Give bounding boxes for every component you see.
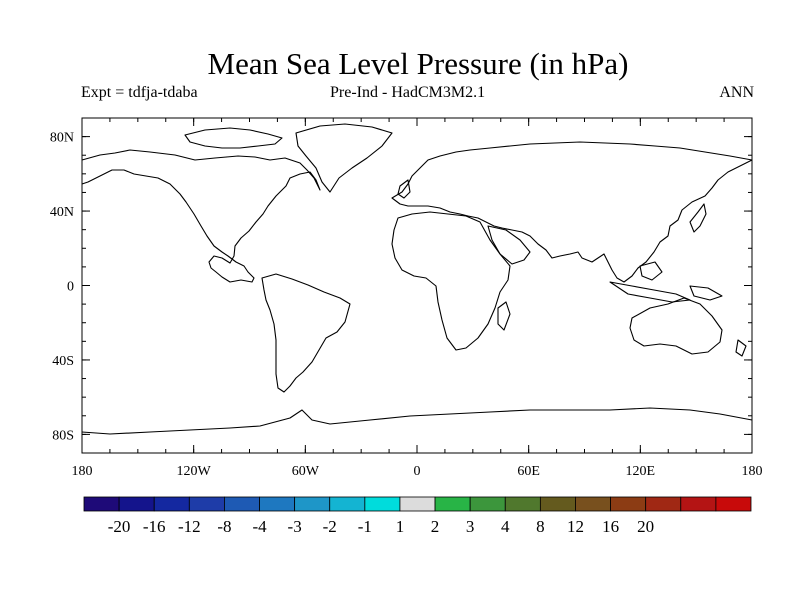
lat-tick-label: 40S — [52, 354, 74, 369]
coast-borneo — [639, 261, 663, 281]
colorbar-swatch — [224, 496, 260, 512]
colorbar-swatch — [83, 496, 120, 512]
colorbar-label: 16 — [602, 517, 619, 536]
colorbar-label: -2 — [323, 517, 337, 536]
colorbar-swatch — [259, 496, 296, 512]
map-frame — [81, 117, 753, 454]
colorbar-swatch — [294, 496, 331, 512]
colorbar-label: -20 — [108, 517, 131, 536]
axis-ticks: 80N 40N 0 40S 80S 180 120W 60W 0 60E 120E 180 — [50, 117, 763, 479]
colorbar-swatch — [504, 496, 541, 512]
colorbar-swatch — [680, 496, 717, 512]
colorbar-swatch — [715, 496, 752, 512]
coast-new-zealand — [735, 339, 747, 357]
coast-japan — [689, 203, 707, 233]
lon-tick-label: 60E — [517, 464, 540, 479]
colorbar-swatch — [118, 496, 155, 512]
coast-new-guinea — [689, 285, 723, 301]
colorbar-label: 8 — [536, 517, 545, 536]
colorbar-label: 3 — [466, 517, 475, 536]
colorbar-swatch — [329, 496, 366, 512]
season-label: ANN — [719, 84, 754, 101]
lon-tick-label: 60W — [292, 464, 320, 479]
coast-south-america — [261, 273, 351, 393]
colorbar-swatch — [153, 496, 190, 512]
colorbar-swatch — [645, 496, 682, 512]
lon-tick-label: 180 — [72, 464, 93, 479]
coast-north-america — [81, 149, 321, 283]
lat-tick-label: 0 — [67, 280, 74, 295]
colorbar-label: 4 — [501, 517, 510, 536]
coast-antarctica — [81, 407, 753, 435]
colorbar-swatch — [399, 496, 436, 512]
coast-uk — [397, 179, 411, 199]
model-label: Pre-Ind - HadCM3M2.1 — [330, 84, 486, 101]
colorbar-label: -16 — [143, 517, 166, 536]
colorbar-label: -4 — [252, 517, 267, 536]
colorbar-swatch — [539, 496, 576, 512]
lat-tick-label: 40N — [50, 205, 74, 220]
colorbar-label: 1 — [396, 517, 405, 536]
coast-australia — [629, 297, 723, 355]
coast-greenland — [295, 123, 393, 193]
colorbar-swatch — [610, 496, 647, 512]
colorbar-swatch — [364, 496, 401, 512]
colorbar-label: -3 — [288, 517, 302, 536]
colorbar-label: -1 — [358, 517, 372, 536]
colorbar-label: -8 — [217, 517, 231, 536]
coastlines — [81, 123, 753, 435]
colorbar-label: 2 — [431, 517, 440, 536]
lon-tick-label: 120E — [626, 464, 656, 479]
coast-madagascar — [497, 301, 511, 331]
lat-tick-label: 80S — [52, 428, 74, 443]
experiment-label: Expt = tdfja-tdaba — [81, 84, 198, 101]
lat-tick-label: 80N — [50, 131, 74, 146]
coast-arctic-islands — [184, 127, 283, 149]
map-title: Mean Sea Level Pressure (in hPa) — [207, 46, 629, 81]
colorbar-swatch — [469, 496, 506, 512]
coast-eurasia — [391, 141, 753, 283]
lon-tick-label: 120W — [177, 464, 212, 479]
map-border — [81, 117, 753, 454]
coast-arabia — [487, 225, 531, 265]
colorbar-label: 12 — [567, 517, 584, 536]
lon-tick-label: 0 — [414, 464, 421, 479]
colorbar-swatch — [434, 496, 471, 512]
colorbar-swatch — [575, 496, 611, 512]
coast-africa — [391, 211, 511, 351]
colorbar-swatch — [188, 496, 225, 512]
lon-tick-label: 180 — [742, 464, 763, 479]
colorbar-label: 20 — [637, 517, 654, 536]
colorbar-label: -12 — [178, 517, 201, 536]
colorbar: -20 -16 -12 -8 -4 -3 -2 -1 1 2 3 4 8 12 16 20 — [83, 496, 752, 536]
